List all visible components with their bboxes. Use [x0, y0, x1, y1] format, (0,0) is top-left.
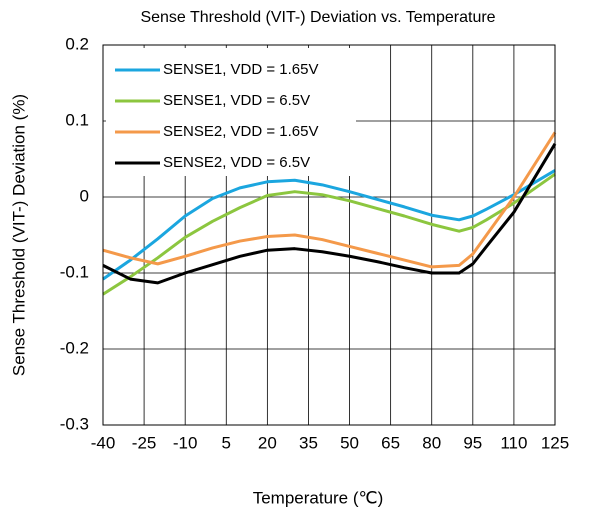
x-tick-label: 5: [222, 433, 231, 452]
legend-label: SENSE2, VDD = 1.65V: [163, 123, 319, 140]
series-line: [102, 172, 556, 296]
legend-label: SENSE1, VDD = 6.5V: [163, 92, 310, 109]
x-tick-label: 125: [541, 433, 569, 452]
x-tick-label: 20: [258, 433, 277, 452]
x-tick-label: 95: [463, 433, 482, 452]
series-line: [102, 131, 557, 269]
y-tick-label: 0.1: [65, 110, 89, 129]
y-tick-label: -0.3: [60, 414, 89, 433]
x-axis-label: Temperature (℃): [253, 488, 384, 507]
x-tick-label: -40: [91, 433, 116, 452]
chart-title: Sense Threshold (VIT-) Deviation vs. Tem…: [140, 9, 495, 26]
y-tick-label: -0.1: [60, 262, 89, 281]
x-tick-label: -25: [132, 433, 157, 452]
series-line: [102, 169, 556, 281]
x-tick-label: -10: [173, 433, 198, 452]
y-tick-label: 0.2: [65, 34, 89, 53]
y-tick-label: -0.2: [60, 338, 89, 357]
x-tick-label: 35: [299, 433, 318, 452]
y-axis-label: Sense Threshold (VIT-) Deviation (%): [9, 94, 28, 376]
legend-label: SENSE2, VDD = 6.5V: [163, 154, 310, 171]
y-tick-label: 0: [80, 186, 89, 205]
legend-label: SENSE1, VDD = 1.65V: [163, 61, 319, 78]
series-line: [102, 143, 557, 285]
plot-frame: [102, 44, 556, 426]
x-tick-label: 80: [422, 433, 441, 452]
x-tick-label: 50: [340, 433, 359, 452]
x-tick-label: 65: [381, 433, 400, 452]
x-tick-label: 110: [500, 433, 527, 452]
